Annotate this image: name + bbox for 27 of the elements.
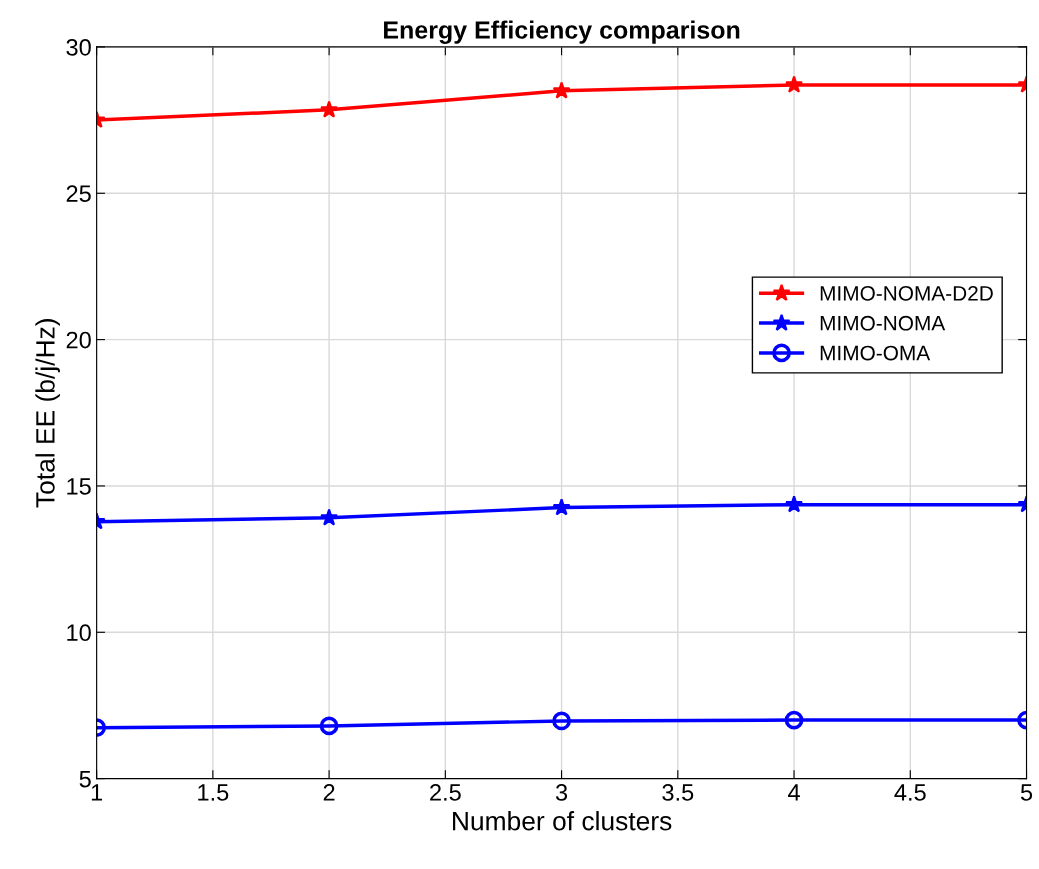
y-axis-title: Total EE (b/j/Hz): [35, 319, 60, 508]
x-tick-label: 1: [91, 784, 103, 801]
x-tick-label: 2: [323, 784, 335, 801]
legend-label: MIMO-NOMA: [820, 315, 946, 331]
y-tick-label: 20: [66, 331, 91, 349]
y-tick-label: 10: [67, 624, 91, 642]
legend-label: MIMO-OMA: [820, 345, 931, 361]
x-axis-title: Number of clusters: [453, 811, 672, 831]
y-tick-label: 30: [66, 38, 91, 56]
legend-label: MIMO-NOMA-D2D: [820, 285, 993, 301]
point: [319, 716, 339, 736]
point: [552, 81, 571, 99]
chart-title: Energy Efficiency comparison: [384, 20, 740, 44]
x-tick-label: 5: [1020, 784, 1033, 801]
x-tick-label: 3.5: [662, 784, 694, 801]
x-tick-label: 3: [555, 784, 568, 801]
y-tick-label: 5: [79, 770, 91, 788]
x-tick-label: 1.5: [198, 784, 229, 801]
x-tick-label: 2.5: [430, 784, 461, 801]
point: [320, 508, 339, 526]
point: [552, 711, 571, 731]
point: [320, 100, 339, 118]
y-tick-label: 15: [67, 478, 91, 495]
point: [552, 498, 571, 516]
y-tick-label: 25: [66, 185, 91, 203]
x-tick-label: 4: [788, 784, 800, 801]
x-tick-label: 4.5: [894, 784, 926, 801]
